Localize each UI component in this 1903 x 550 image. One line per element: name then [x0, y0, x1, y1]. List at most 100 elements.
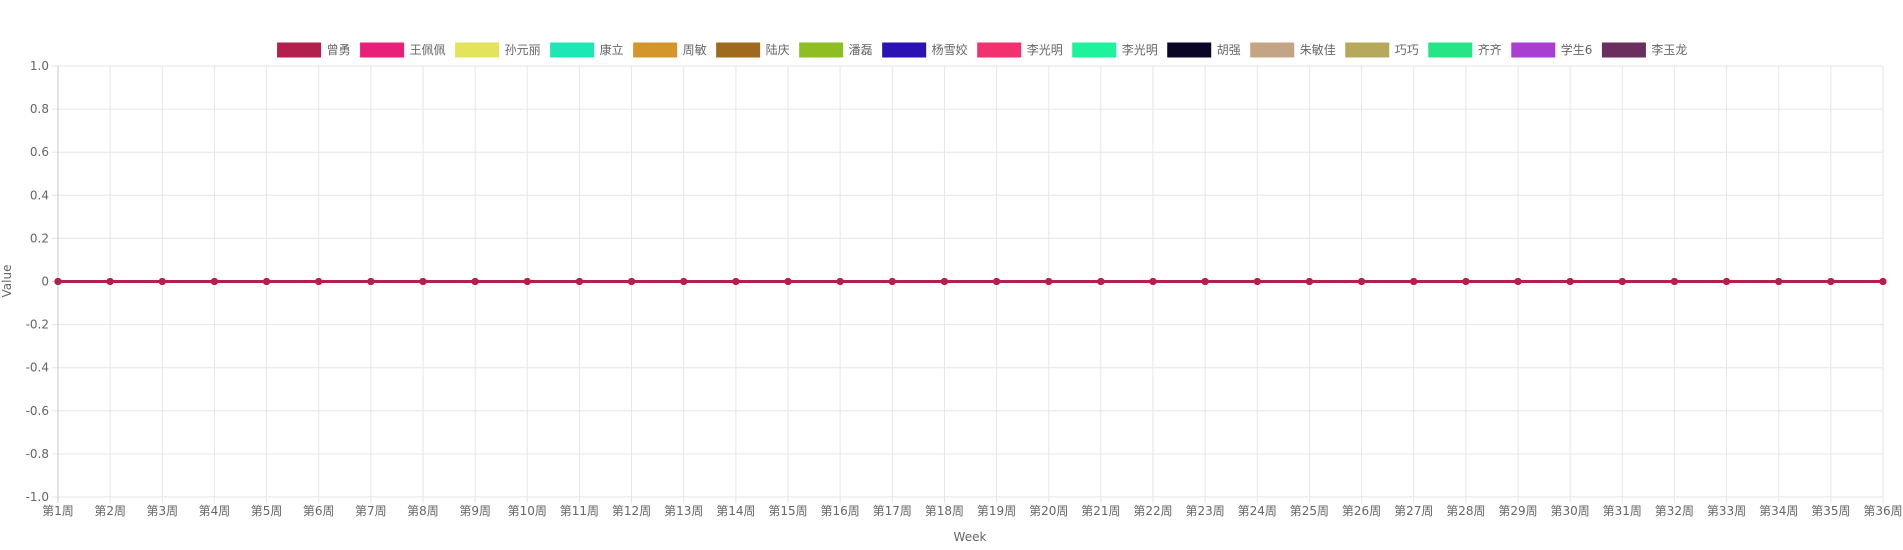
data-point [1305, 278, 1313, 285]
legend-item[interactable]: 陆庆 [716, 42, 790, 58]
legend-swatch [882, 42, 927, 58]
legend-label: 朱敏佳 [1300, 42, 1336, 57]
legend-label: 康立 [600, 42, 624, 57]
x-tick-label: 第18周 [925, 504, 964, 518]
legend-label: 周敏 [683, 42, 707, 57]
data-point [1618, 278, 1626, 285]
y-tick-label: -0.6 [26, 404, 49, 418]
legend-item[interactable]: 孙元丽 [455, 42, 541, 58]
legend-swatch [1250, 42, 1295, 58]
x-tick-label: 第11周 [560, 504, 599, 518]
x-tick-label: 第25周 [1290, 504, 1329, 518]
x-tick-label: 第29周 [1498, 504, 1537, 518]
chart-grid [52, 65, 1884, 503]
y-tick-label: 0.2 [30, 231, 49, 245]
x-tick-label: 第36周 [1863, 504, 1902, 518]
legend-item[interactable]: 李玉龙 [1601, 42, 1687, 58]
x-tick-label: 第15周 [768, 504, 807, 518]
legend-label: 李光明 [1027, 42, 1063, 57]
x-tick-label: 第3周 [146, 504, 178, 518]
x-tick-label: 第22周 [1133, 504, 1172, 518]
x-tick-label: 第28周 [1446, 504, 1485, 518]
x-tick-label: 第35周 [1811, 504, 1850, 518]
legend-item[interactable]: 周敏 [633, 42, 707, 58]
data-point [1514, 278, 1522, 285]
data-point [628, 278, 636, 285]
x-tick-label: 第34周 [1759, 504, 1798, 518]
data-point [1462, 278, 1470, 285]
legend-item[interactable]: 胡强 [1167, 42, 1241, 58]
x-tick-label: 第14周 [716, 504, 755, 518]
data-point [784, 278, 792, 285]
data-point [523, 278, 531, 285]
legend-item[interactable]: 齐齐 [1428, 42, 1502, 58]
x-axis-ticks: 第1周 第2周 第3周 第4周 第5周 第6周 第7周 第8周 第9周 第10周 第11周 第12周第… [42, 504, 1902, 518]
x-tick-label: 第27周 [1394, 504, 1433, 518]
data-point [1358, 278, 1366, 285]
legend-item[interactable]: 李光明 [977, 42, 1063, 58]
x-tick-label: 第17周 [873, 504, 912, 518]
x-tick-label: 第21周 [1081, 504, 1120, 518]
chart-series [54, 278, 1887, 285]
y-tick-label: -0.2 [26, 318, 49, 332]
legend-label: 曾勇 [327, 43, 351, 57]
legend-swatch [360, 42, 405, 58]
data-point [1149, 278, 1157, 285]
legend-swatch [799, 42, 844, 58]
data-point [106, 278, 114, 285]
legend-label: 王佩佩 [410, 43, 446, 57]
legend-item[interactable]: 潘磊 [799, 42, 873, 58]
legend-label: 巧巧 [1395, 43, 1419, 57]
legend-swatch [455, 42, 500, 58]
y-tick-label: -1.0 [26, 490, 49, 504]
x-tick-label: 第32周 [1655, 504, 1694, 518]
data-point [993, 278, 1001, 285]
data-point [1566, 278, 1574, 285]
legend-item[interactable]: 王佩佩 [360, 42, 446, 58]
x-tick-label: 第8周 [407, 504, 439, 518]
legend-item[interactable]: 曾勇 [277, 42, 351, 58]
legend-item[interactable]: 巧巧 [1345, 42, 1419, 58]
legend-item[interactable]: 李光明 [1072, 42, 1158, 58]
data-point [419, 278, 427, 285]
x-tick-label: 第1周 [42, 504, 74, 518]
data-point [1723, 278, 1731, 285]
legend-item[interactable]: 杨雪姣 [882, 42, 968, 58]
x-tick-label: 第6周 [303, 504, 335, 518]
legend-swatch [1428, 42, 1473, 58]
data-point [732, 278, 740, 285]
x-tick-label: 第9周 [459, 504, 491, 518]
legend-swatch [977, 42, 1022, 58]
legend-label: 陆庆 [766, 42, 790, 57]
data-point [1045, 278, 1053, 285]
legend-item[interactable]: 朱敏佳 [1250, 42, 1336, 58]
data-point [1253, 278, 1261, 285]
data-point [210, 278, 218, 285]
legend-item[interactable]: 学生6 [1511, 42, 1593, 58]
data-point [888, 278, 896, 285]
data-point [367, 278, 375, 285]
x-axis-title: Week [954, 530, 987, 544]
data-point [836, 278, 844, 285]
x-tick-label: 第5周 [251, 504, 283, 518]
y-tick-label: 0.8 [30, 102, 49, 116]
y-tick-label: 0 [41, 275, 49, 289]
legend-label: 齐齐 [1478, 42, 1502, 57]
x-tick-label: 第19周 [977, 504, 1016, 518]
data-point [158, 278, 166, 285]
y-tick-label: -0.4 [26, 361, 49, 375]
data-point [1410, 278, 1418, 285]
x-tick-label: 第10周 [508, 504, 547, 518]
data-point [471, 278, 479, 285]
data-point [680, 278, 688, 285]
legend-swatch [1072, 42, 1117, 58]
legend-label: 学生6 [1561, 42, 1593, 57]
y-tick-label: 0.6 [30, 145, 49, 159]
legend-swatch [1511, 42, 1556, 58]
data-point [940, 278, 948, 285]
chart-legend[interactable]: 曾勇 王佩佩 孙元丽 康立 周敏 陆庆 潘磊 杨雪姣 李光明 李光明 胡强 朱敏佳 巧巧 齐齐 学生6 李玉龙 [277, 42, 1688, 58]
y-tick-label: 1.0 [30, 59, 49, 73]
y-axis-ticks: 1.0 0.8 0.6 0.4 0.2 0 -0.2 -0.4 -0.6 -0.8 -1.0 [26, 59, 49, 504]
legend-item[interactable]: 康立 [550, 42, 624, 58]
